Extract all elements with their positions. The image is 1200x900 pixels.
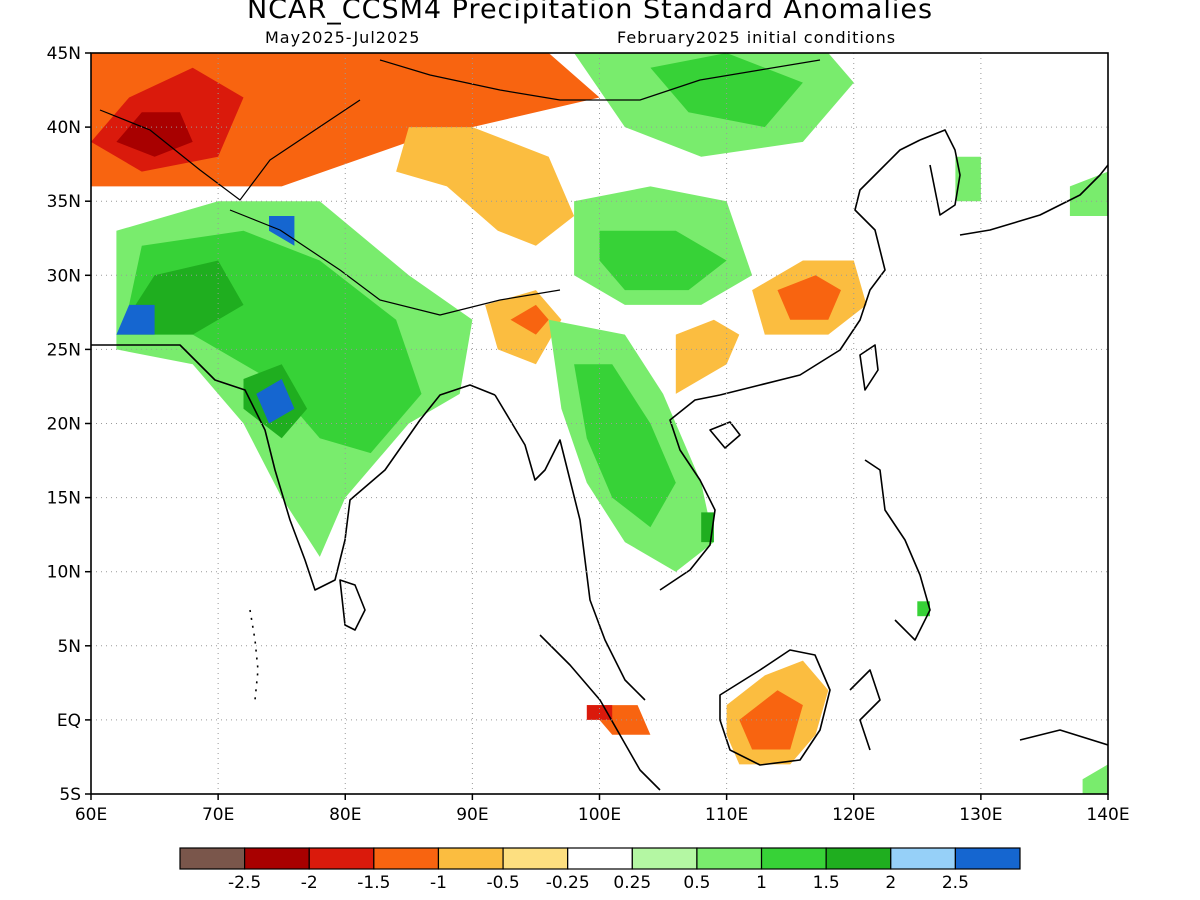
coastline-hainan (709, 421, 741, 449)
anomaly-region-korea-wet (955, 156, 981, 202)
graticule (91, 53, 1108, 794)
legend-level-label: -2.5 (228, 873, 261, 893)
legend-swatch (373, 847, 440, 870)
legend-level-label: -2 (301, 873, 318, 893)
legend-swatch (502, 847, 569, 870)
legend-level-label: -1 (430, 873, 447, 893)
lon-label: 130E (959, 805, 1002, 825)
lon-label: 60E (75, 805, 107, 825)
lat-label: 40N (47, 118, 81, 138)
anomaly-region-philippines-wet (917, 601, 930, 617)
legend-level-label: 1 (756, 873, 767, 893)
legend-level-label: 0.5 (683, 873, 710, 893)
lat-label: 35N (47, 192, 81, 212)
lat-label: 20N (47, 415, 81, 435)
coastline-maldives (249, 609, 259, 701)
anomaly-region-indochina-wet-core (574, 364, 676, 528)
legend-swatch (825, 847, 892, 870)
legend-level-label: -0.5 (486, 873, 519, 893)
anomaly-region-mongolia-wet-core (650, 53, 803, 128)
lon-label: 70E (202, 805, 234, 825)
lat-label: 30N (47, 266, 81, 286)
latitude-labels: 5S EQ 5N 10N 15N 20N 25N 30N 35N 40N 45N (47, 44, 81, 805)
lat-label: 5S (59, 785, 81, 805)
coastline-sulawesi (849, 669, 881, 751)
lon-label: 140E (1086, 805, 1129, 825)
coastline-korea (919, 129, 961, 216)
lat-label: 45N (47, 44, 81, 64)
coastline-philippines (864, 459, 931, 641)
lon-label: 80E (329, 805, 361, 825)
coastline-india (91, 344, 496, 591)
legend-swatch (567, 847, 633, 870)
legend-level-label: 0.25 (613, 873, 651, 893)
legend-swatch (437, 847, 504, 870)
coastline-sumatra (539, 634, 661, 791)
anomaly-region-japan-wet (1069, 171, 1108, 216)
coastlines (91, 59, 1108, 791)
anomaly-region-assam-dry-core (510, 304, 549, 335)
anomaly-region-south-china-dry-core (777, 275, 841, 320)
legend-level-label: 1.5 (813, 873, 840, 893)
legend-level-label: -1.5 (357, 873, 390, 893)
legend-level-label: -0.25 (546, 873, 590, 893)
legend-swatch (696, 847, 763, 870)
coastline-borneo (719, 649, 831, 766)
lat-label: 5N (57, 637, 81, 657)
lat-label: 25N (47, 340, 81, 360)
anomaly-region-sumatra-dry-core (586, 705, 613, 720)
anomaly-region-pakistan-peak (116, 304, 155, 335)
legend-swatch (890, 847, 956, 870)
coastline-indochina (494, 394, 646, 701)
axis-ticks (85, 52, 1109, 800)
lat-label: EQ (57, 711, 81, 731)
lat-label: 15N (47, 489, 81, 509)
longitude-labels: 60E 70E 80E 90E 100E 110E 120E 130E 140E (75, 805, 1130, 825)
border-himalaya (229, 209, 561, 316)
legend-swatch (760, 847, 827, 870)
coastline-china (719, 139, 921, 396)
border-mongolia (379, 59, 821, 101)
forecast-period: May2025-Jul2025 (265, 28, 421, 47)
legend-swatch (308, 847, 375, 870)
legend-swatch (179, 847, 246, 870)
anomaly-region-kazakh-very-dry (116, 112, 193, 157)
lon-label: 90E (456, 805, 488, 825)
anomaly-region-tarim-dry (396, 127, 575, 246)
coastline-japan (959, 164, 1108, 236)
coastline-taiwan (859, 344, 879, 391)
coastline-newguinea (1019, 729, 1108, 746)
anomaly-shading (91, 53, 1108, 794)
coastline-vietnam (659, 394, 721, 591)
anomaly-region-guangxi-dry (675, 319, 740, 394)
lon-label: 120E (832, 805, 875, 825)
lon-label: 110E (705, 805, 748, 825)
anomaly-region-gujarat-peak (256, 379, 295, 424)
map-title: NCAR_CCSM4 Precipitation Standard Anomal… (246, 0, 934, 25)
legend-swatch (631, 847, 698, 870)
coastline-srilanka (339, 579, 366, 631)
lon-label: 100E (578, 805, 621, 825)
legend-swatch (954, 847, 1021, 870)
border-central-asia (99, 99, 361, 201)
anomaly-region-new-guinea-wet (1082, 764, 1108, 794)
legend-level-label: 2.5 (942, 873, 969, 893)
lat-label: 10N (47, 563, 81, 583)
legend-level-label: 2 (885, 873, 896, 893)
legend-swatch (244, 847, 310, 870)
legend-labels: -2.5 -2 -1.5 -1 -0.5 -0.25 0.25 0.5 1 1.5 2 2.5 (228, 873, 969, 893)
color-legend (179, 847, 1021, 870)
initial-conditions: February2025 initial conditions (617, 28, 897, 47)
